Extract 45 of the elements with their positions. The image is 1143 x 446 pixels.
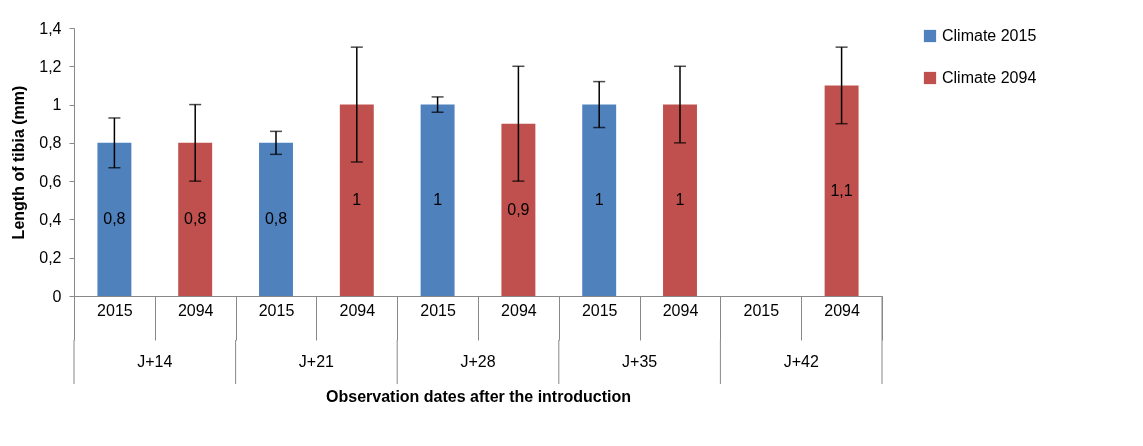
bar [663, 104, 697, 296]
x-tick-label: 2015 [743, 301, 780, 319]
y-tick-label: 0,6 [39, 172, 62, 190]
text: J+42 [783, 353, 819, 370]
y-tick-label: 0,4 [39, 210, 62, 228]
data-label: 1 [594, 191, 604, 209]
y-tick-label: 0,2 [39, 249, 62, 267]
y-tick-label: 0,8 [39, 134, 62, 152]
bar [501, 123, 536, 296]
x-tick-label: 2015 [420, 301, 456, 319]
data-label: 1 [433, 191, 443, 209]
text: J+14 [137, 353, 173, 370]
y-tick-label: 1,4 [39, 19, 62, 37]
text: J+28 [460, 353, 496, 370]
x-tick-label: 2094 [339, 301, 376, 319]
text: J+35 [622, 353, 658, 370]
bar [339, 104, 374, 296]
x-tick-label: 2094 [824, 301, 860, 319]
data-label: 0,8 [103, 210, 126, 228]
x-tick-label: 2015 [581, 301, 618, 319]
x-tick-label: 2015 [258, 301, 295, 319]
y-axis-title: Length of tibia (mm) [10, 85, 28, 240]
data-label: 0,8 [184, 210, 207, 228]
legend-label: Climate 2015 [942, 27, 1037, 44]
x-axis-title: Observation dates after the introduction [326, 388, 631, 405]
y-tick-label: 1,2 [39, 57, 62, 75]
x-tick-label: 2094 [177, 301, 214, 319]
y-tick-label: 0 [52, 287, 62, 305]
bar [97, 142, 132, 296]
bar [582, 104, 617, 296]
data-label: 0,8 [264, 210, 288, 228]
data-label: 1 [352, 191, 362, 209]
bar [824, 85, 859, 296]
data-label: 1 [675, 191, 685, 209]
x-tick-label: 2094 [662, 301, 699, 319]
data-label: 0,9 [507, 200, 530, 218]
bar [259, 142, 293, 296]
x-tick-label: 2015 [97, 301, 133, 319]
legend-label: Climate 2094 [942, 69, 1037, 86]
y-tick-label: 1 [52, 96, 62, 114]
data-label: 1,1 [830, 181, 853, 199]
text: J+21 [298, 353, 335, 370]
bar [178, 142, 213, 296]
x-tick-label: 2094 [501, 301, 537, 319]
bar [420, 104, 455, 296]
